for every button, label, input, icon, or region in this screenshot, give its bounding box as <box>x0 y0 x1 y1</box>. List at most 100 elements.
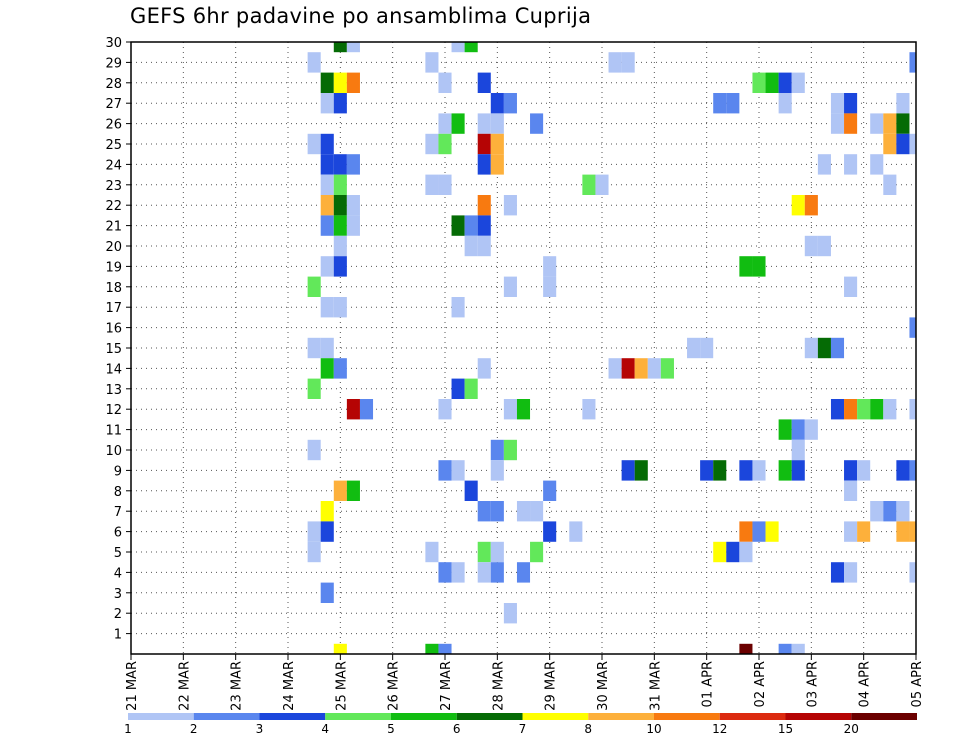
heatmap-cell <box>804 235 818 257</box>
legend-label: 7 <box>519 722 527 736</box>
heatmap-cell <box>883 501 897 522</box>
heatmap-cell <box>634 460 648 481</box>
heatmap-cell <box>503 93 517 114</box>
heatmap-cell <box>346 215 360 236</box>
x-tick-label: 27 MAR <box>439 661 454 711</box>
heatmap-cell <box>857 460 871 481</box>
grid-lines <box>131 42 916 654</box>
legend-swatch <box>654 713 720 720</box>
heatmap-cell <box>739 460 753 481</box>
heatmap-cell <box>464 378 478 399</box>
heatmap-cell <box>647 358 661 379</box>
heatmap-cell <box>307 521 321 542</box>
heatmap-cell <box>582 174 596 195</box>
legend-swatch <box>456 713 523 720</box>
heatmap-cell <box>438 460 452 481</box>
heatmap-cell <box>713 460 727 481</box>
x-tick-label: 21 MAR <box>125 661 140 711</box>
legend-label: 3 <box>256 722 264 736</box>
heatmap-cell <box>464 42 478 53</box>
heatmap-cell <box>307 541 321 563</box>
heatmap-cell <box>883 113 897 134</box>
heatmap-cell <box>320 72 334 93</box>
y-tick-label: 23 <box>105 179 122 194</box>
legend-label: 10 <box>646 722 661 736</box>
legend-swatch <box>325 713 391 720</box>
heatmap-cell <box>438 72 452 93</box>
heatmap-cell <box>490 541 504 563</box>
heatmap-cell <box>307 133 321 155</box>
y-tick-label: 10 <box>105 444 122 459</box>
heatmap-cell <box>778 93 792 114</box>
x-tick-label: 25 MAR <box>334 661 349 711</box>
y-tick-label: 11 <box>105 424 122 439</box>
y-tick-label: 3 <box>114 587 122 602</box>
heatmap-cell <box>464 480 478 501</box>
heatmap-cell <box>844 562 858 583</box>
heatmap-cell <box>778 460 792 481</box>
heatmap-cell <box>333 643 347 654</box>
legend-swatch <box>193 713 260 720</box>
x-tick-label: 02 APR <box>753 661 768 707</box>
legend-swatch <box>128 713 194 720</box>
heatmap-cell <box>477 358 491 379</box>
chart-title: GEFS 6hr padavine po ansamblima Cuprija <box>130 4 592 28</box>
heatmap-cell <box>543 256 557 277</box>
heatmap-cell <box>320 195 334 216</box>
heatmap-cell <box>307 439 321 461</box>
y-tick-label: 14 <box>105 362 122 377</box>
heatmap-cell <box>791 195 805 216</box>
x-tick-label: 29 MAR <box>544 661 559 711</box>
legend-label: 5 <box>387 722 395 736</box>
heatmap-cell <box>569 521 583 542</box>
heatmap-cell <box>909 317 916 338</box>
heatmap-cell <box>490 439 504 461</box>
heatmap-cell <box>477 562 491 583</box>
heatmap-cell <box>477 541 491 563</box>
heatmap-cell <box>634 358 648 379</box>
heatmap-cell <box>477 501 491 522</box>
y-tick-label: 19 <box>105 260 122 275</box>
heatmap-cell <box>739 643 753 654</box>
heatmap-cell <box>320 154 334 175</box>
y-axis: 1234567891011121314151617181920212223242… <box>105 36 131 643</box>
heatmap-cell <box>333 256 347 277</box>
legend-swatch <box>719 713 786 720</box>
heatmap-cell <box>608 52 622 73</box>
heatmap-cell <box>346 195 360 216</box>
heatmap-cell <box>320 521 334 542</box>
heatmap-cell <box>660 358 674 379</box>
legend-swatch <box>522 713 589 720</box>
y-tick-label: 8 <box>114 485 122 500</box>
x-tick-label: 24 MAR <box>282 661 297 711</box>
heatmap-cell <box>739 541 753 563</box>
heatmap-cell <box>477 195 491 216</box>
heatmap-cell <box>543 276 557 297</box>
heatmap-cell <box>333 235 347 257</box>
heatmap-cell <box>778 419 792 440</box>
heatmap-cell <box>830 113 845 134</box>
heatmap-cell <box>608 358 622 379</box>
heatmap-cell <box>857 521 871 542</box>
y-tick-label: 25 <box>105 138 122 153</box>
heatmap-cell <box>909 399 916 420</box>
x-tick-label: 22 MAR <box>177 661 192 711</box>
heatmap-cell <box>909 133 916 155</box>
heatmap-cell <box>346 72 360 93</box>
heatmap-cell <box>778 643 792 654</box>
heatmap-cell <box>582 399 596 420</box>
y-tick-label: 13 <box>105 383 122 398</box>
heatmap-cell <box>883 399 897 420</box>
heatmap-cell <box>844 399 858 420</box>
heatmap-cell <box>320 256 334 277</box>
heatmap-cell <box>621 358 635 379</box>
heatmap-cell <box>896 501 910 522</box>
heatmap-cell <box>307 276 321 297</box>
heatmap-cell <box>451 215 465 236</box>
heatmap-cell <box>490 93 504 114</box>
heatmap-cell <box>713 93 727 114</box>
heatmap-cell <box>830 399 845 420</box>
heatmap-cell <box>333 195 347 216</box>
y-tick-label: 18 <box>105 281 122 296</box>
legend-label: 6 <box>453 722 461 736</box>
